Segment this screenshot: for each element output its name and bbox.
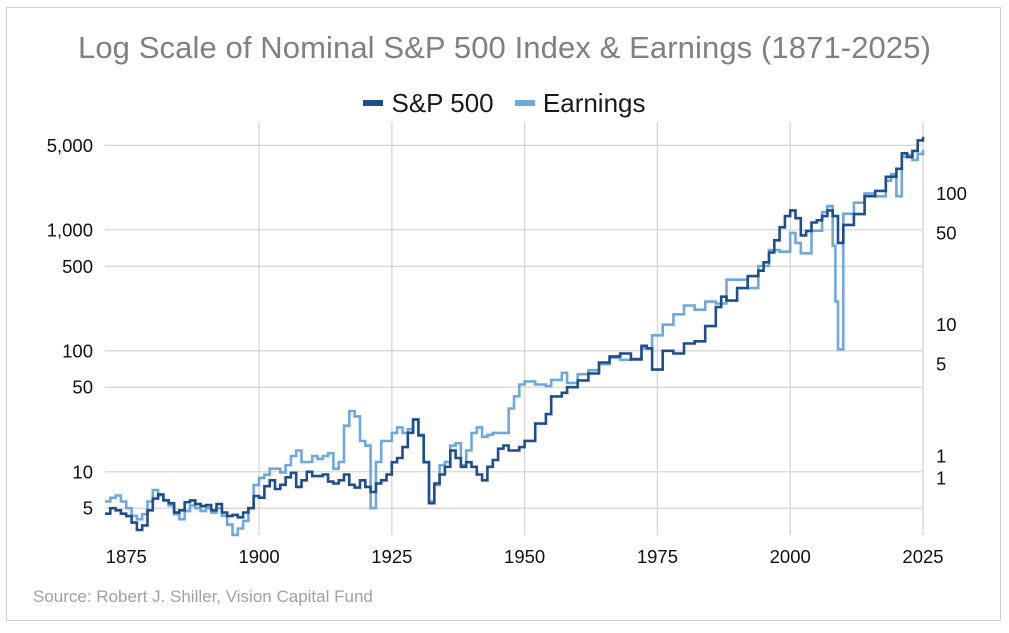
y-tick-label: 5: [83, 498, 93, 519]
series-line-earnings: [105, 149, 925, 537]
series-layer: [105, 136, 925, 537]
legend-item-sp500[interactable]: S&P 500: [363, 87, 494, 119]
source-note: Source: Robert J. Shiller, Vision Capita…: [33, 587, 373, 606]
x-tick-label: 1975: [637, 546, 678, 567]
y-tick-label: 10: [72, 461, 93, 482]
y-axis-right: 11 5 10 50 100: [936, 183, 967, 489]
legend-label-earnings: Earnings: [542, 87, 646, 118]
y2-tick-label: 10: [936, 314, 957, 335]
chart-title: Log Scale of Nominal S&P 500 Index & Ear…: [78, 30, 931, 65]
y2-tick-label: 5: [936, 354, 946, 375]
y2-tick-label: 1: [936, 467, 946, 488]
y2-tick-label: 1: [936, 445, 946, 466]
x-gridlines: [258, 122, 924, 535]
y2-tick-label: 100: [936, 183, 967, 204]
y-tick-label: 1,000: [47, 219, 93, 240]
y-tick-label: 5,000: [47, 135, 93, 156]
y2-tick-label: 50: [936, 222, 957, 243]
x-tick-label: 1900: [238, 546, 279, 567]
x-tick-label: 1875: [106, 546, 147, 567]
series-line-sp500: [105, 136, 925, 532]
y-axis-left: 5 10 50 100 500 1,000 5,000: [47, 135, 93, 519]
legend: S&P 500 Earnings: [0, 82, 1009, 119]
y-tick-label: 100: [62, 340, 93, 361]
x-tick-label: 1925: [371, 546, 412, 567]
x-axis: 1875 1900 1925 1950 1975 2000 2025: [106, 546, 944, 567]
legend-label-sp500: S&P 500: [391, 87, 494, 118]
y-tick-label: 50: [72, 377, 93, 398]
chart-frame: [6, 7, 1001, 621]
y-gridlines: [105, 144, 923, 509]
y-tick-label: 500: [62, 256, 93, 277]
legend-swatch-earnings: [514, 100, 535, 106]
x-tick-label: 2000: [770, 546, 811, 567]
x-tick-label: 2025: [902, 546, 943, 567]
legend-item-earnings[interactable]: Earnings: [514, 87, 646, 119]
x-tick-label: 1950: [504, 546, 545, 567]
legend-swatch-sp500: [363, 100, 384, 106]
